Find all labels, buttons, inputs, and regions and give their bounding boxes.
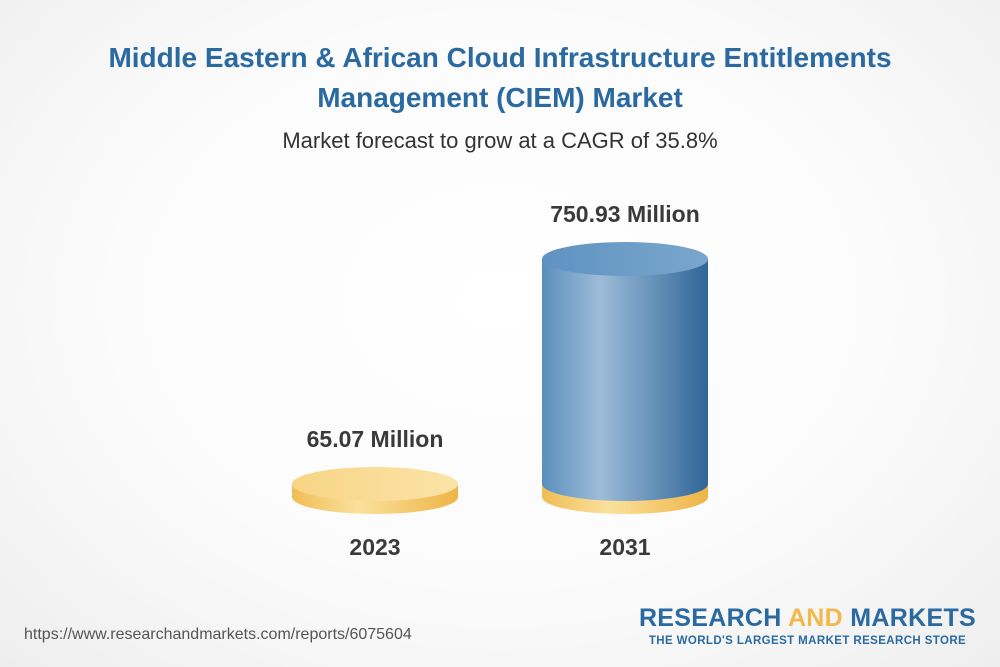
bar-base-top <box>292 467 458 501</box>
brand-name: RESEARCH AND MARKETS <box>639 604 976 632</box>
chart-subtitle: Market forecast to grow at a CAGR of 35.… <box>282 128 718 153</box>
brand-name-accent: AND <box>787 604 844 632</box>
bar-column-side <box>542 259 708 501</box>
brand-tagline: THE WORLD'S LARGEST MARKET RESEARCH STOR… <box>648 635 967 647</box>
value-label: 65.07 Million <box>307 426 444 452</box>
brand-name-part1: RESEARCH <box>638 604 788 632</box>
bar-column-top <box>542 242 708 276</box>
bar-2031 <box>542 242 708 514</box>
brand-logo: RESEARCH AND MARKETS THE WORLD'S LARGEST… <box>639 604 976 647</box>
source-url[interactable]: https://www.researchandmarkets.com/repor… <box>24 626 412 643</box>
category-label: 2031 <box>599 534 650 560</box>
category-label: 2023 <box>349 534 400 560</box>
brand-name-part2: MARKETS <box>843 604 976 632</box>
chart-title: Middle Eastern & African Cloud Infrastru… <box>108 42 892 113</box>
bar-2023 <box>292 467 458 514</box>
value-label: 750.93 Million <box>550 201 700 227</box>
